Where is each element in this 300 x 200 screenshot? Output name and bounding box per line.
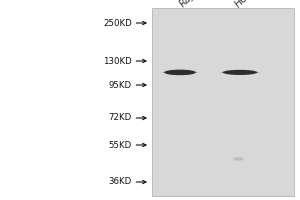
Text: 250KD: 250KD: [103, 19, 132, 27]
Text: Raji: Raji: [177, 0, 197, 9]
Text: 72KD: 72KD: [109, 114, 132, 122]
Text: 36KD: 36KD: [109, 178, 132, 186]
Ellipse shape: [233, 157, 244, 161]
Text: 95KD: 95KD: [109, 81, 132, 90]
Text: 55KD: 55KD: [109, 140, 132, 149]
Ellipse shape: [220, 71, 260, 73]
Ellipse shape: [164, 70, 196, 75]
Bar: [152, 8, 294, 196]
Text: 130KD: 130KD: [103, 56, 132, 66]
Text: Hela: Hela: [233, 0, 256, 9]
Ellipse shape: [162, 71, 198, 74]
Ellipse shape: [223, 70, 257, 75]
